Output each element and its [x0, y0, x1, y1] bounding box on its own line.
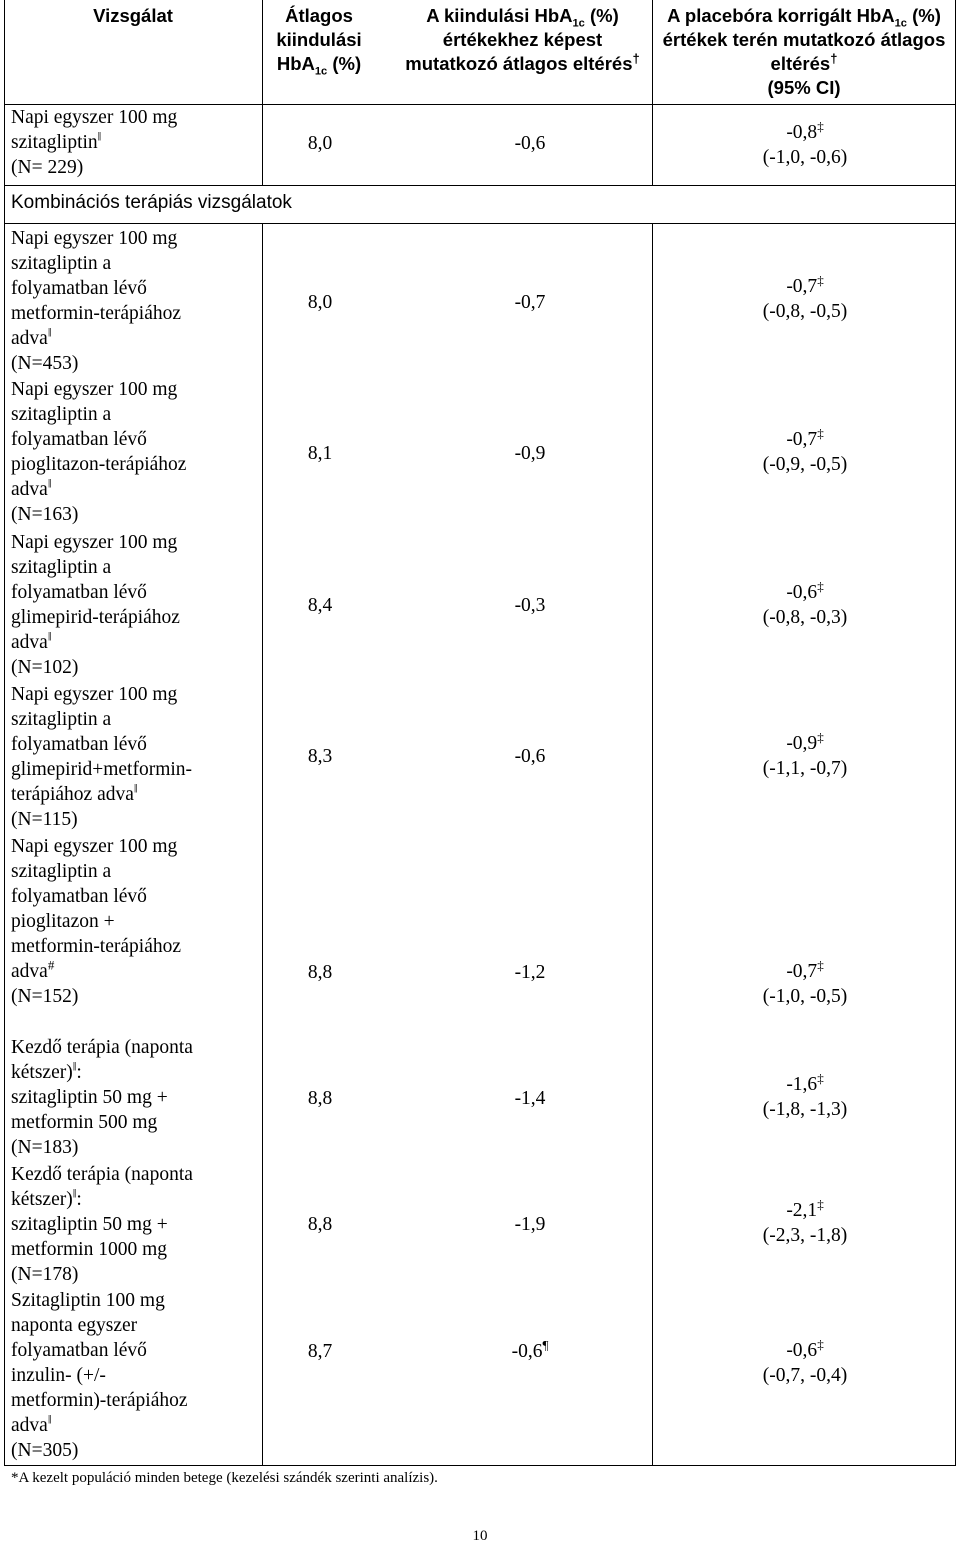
change-value: -0,6¶: [511, 1337, 549, 1363]
column-divider-3: [652, 0, 653, 185]
study-label: Napi egyszer 100 mg szitagliptin a folya…: [11, 228, 182, 374]
placebo-corrected-value: -1,6‡ (-1,8, -1,3): [762, 1070, 848, 1121]
header-change: A kiindulási HbA1c (%) értékekhez képest…: [405, 5, 640, 74]
study-label: Kezdő terápia (naponta kétszer)‖: szitag…: [11, 1164, 193, 1285]
placebo-corrected-value: -0,9‡ (-1,1, -0,7): [762, 729, 848, 780]
baseline-value: 8,8: [307, 962, 333, 983]
placebo-corrected-value: -0,7‡ (-1,0, -0,5): [762, 957, 848, 1008]
baseline-value: 8,1: [307, 443, 333, 464]
study-label: Napi egyszer 100 mg szitagliptin a folya…: [11, 532, 180, 678]
column-divider-1b: [262, 223, 263, 1465]
baseline-value: 8,8: [307, 1088, 333, 1109]
table-border-right: [955, 0, 956, 1465]
change-value: -1,9: [514, 1214, 546, 1235]
table-border-left: [4, 0, 5, 1465]
baseline-value: 8,7: [307, 1341, 333, 1362]
page-number: 10: [472, 1528, 488, 1544]
change-value: -0,9: [514, 443, 546, 464]
placebo-corrected-value: -2,1‡ (-2,3, -1,8): [762, 1196, 848, 1247]
header-placebo-corrected: A placebóra korrigált HbA1c (%) értékek …: [662, 5, 946, 98]
baseline-value: 8,8: [307, 1214, 333, 1235]
change-value: -1,4: [514, 1088, 546, 1109]
placebo-corrected-value: -0,7‡ (-0,9, -0,5): [762, 425, 848, 476]
change-value: -1,2: [514, 962, 546, 983]
study-label: Kezdő terápia (naponta kétszer)‖: szitag…: [11, 1037, 193, 1158]
change-value: -0,7: [514, 292, 546, 313]
placebo-corrected-value: -0,6‡ (-0,8, -0,3): [762, 578, 848, 629]
row-rule-1: [4, 185, 956, 186]
study-label: Napi egyszer 100 mg szitagliptin a folya…: [11, 684, 193, 830]
baseline-value: 8,0: [307, 133, 333, 154]
placebo-corrected-value: -0,6‡ (-0,7, -0,4): [762, 1336, 848, 1387]
column-divider-3b: [652, 223, 653, 1465]
header-study: Vizsgálat: [93, 5, 173, 26]
column-divider-1: [262, 0, 263, 185]
header-baseline: Átlagos kiindulási HbA1c (%): [276, 5, 362, 78]
study-label: Napi egyszer 100 mg szitagliptin a folya…: [11, 379, 187, 525]
section-label: Kombinációs terápiás vizsgálatok: [11, 192, 292, 213]
table-bottom-rule: [4, 1465, 956, 1466]
change-value: -0,6: [514, 133, 546, 154]
change-value: -0,6: [514, 746, 546, 767]
baseline-value: 8,4: [307, 595, 333, 616]
footnote: *A kezelt populáció minden betege (kezel…: [11, 1470, 438, 1486]
section-rule: [4, 223, 956, 224]
study-label: Szitagliptin 100 mg naponta egyszer foly…: [11, 1290, 188, 1461]
placebo-corrected-value: -0,7‡ (-0,8, -0,5): [762, 272, 848, 323]
baseline-value: 8,0: [307, 292, 333, 313]
placebo-corrected-value: -0,8‡ (-1,0, -0,6): [762, 118, 848, 169]
baseline-value: 8,3: [307, 746, 333, 767]
header-rule: [4, 104, 956, 105]
study-label: Napi egyszer 100 mg szitagliptin a folya…: [11, 836, 182, 1007]
change-value: -0,3: [514, 595, 546, 616]
study-label: Napi egyszer 100 mg szitagliptin‖ (N= 22…: [11, 107, 178, 178]
